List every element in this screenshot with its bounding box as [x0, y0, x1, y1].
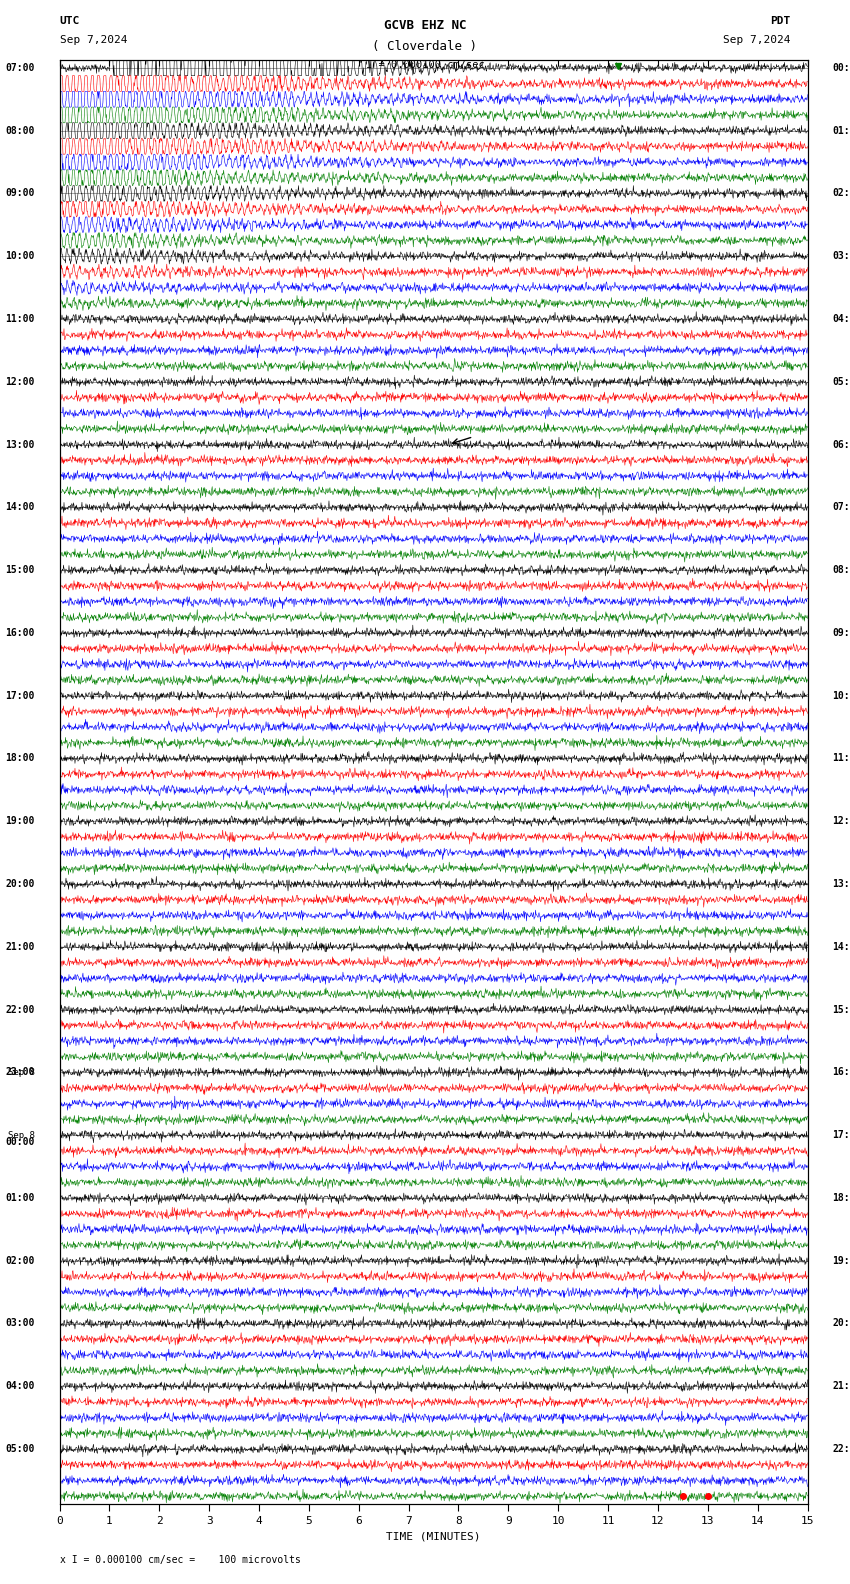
- Text: I = 0.000100 cm/sec: I = 0.000100 cm/sec: [366, 60, 484, 70]
- Text: 08:15: 08:15: [832, 565, 850, 575]
- Text: x I = 0.000100 cm/sec =    100 microvolts: x I = 0.000100 cm/sec = 100 microvolts: [60, 1555, 300, 1565]
- Text: 02:00: 02:00: [5, 1256, 35, 1266]
- Text: 05:00: 05:00: [5, 1445, 35, 1454]
- Text: 19:00: 19:00: [5, 816, 35, 827]
- Text: 05:15: 05:15: [832, 377, 850, 386]
- Text: 07:15: 07:15: [832, 502, 850, 512]
- Text: 22:00: 22:00: [5, 1004, 35, 1015]
- Text: 09:15: 09:15: [832, 627, 850, 638]
- Text: 23:00: 23:00: [5, 1068, 35, 1077]
- Text: 00:00: 00:00: [5, 1137, 35, 1147]
- Text: 12:15: 12:15: [832, 816, 850, 827]
- Text: 13:00: 13:00: [5, 439, 35, 450]
- Text: 18:00: 18:00: [5, 754, 35, 763]
- Text: 12:00: 12:00: [5, 377, 35, 386]
- Text: 08:00: 08:00: [5, 125, 35, 136]
- Text: 06:15: 06:15: [832, 439, 850, 450]
- Text: Sep 7,2024: Sep 7,2024: [60, 35, 127, 44]
- Text: 21:15: 21:15: [832, 1381, 850, 1391]
- Text: 01:15: 01:15: [832, 125, 850, 136]
- Text: 01:00: 01:00: [5, 1193, 35, 1202]
- Text: 09:00: 09:00: [5, 188, 35, 198]
- Text: 21:00: 21:00: [5, 942, 35, 952]
- Text: 11:15: 11:15: [832, 754, 850, 763]
- Text: 15:00: 15:00: [5, 565, 35, 575]
- Text: 15:15: 15:15: [832, 1004, 850, 1015]
- Text: 13:15: 13:15: [832, 879, 850, 889]
- Text: Sep 7,2024: Sep 7,2024: [723, 35, 791, 44]
- Text: 00:15: 00:15: [832, 63, 850, 73]
- Text: 14:15: 14:15: [832, 942, 850, 952]
- Text: 03:15: 03:15: [832, 252, 850, 261]
- Text: 18:15: 18:15: [832, 1193, 850, 1202]
- Text: 16:15: 16:15: [832, 1068, 850, 1077]
- Text: 14:00: 14:00: [5, 502, 35, 512]
- Text: 17:00: 17:00: [5, 691, 35, 700]
- Text: 20:00: 20:00: [5, 879, 35, 889]
- Text: 22:15: 22:15: [832, 1445, 850, 1454]
- Text: 10:00: 10:00: [5, 252, 35, 261]
- Text: 17:15: 17:15: [832, 1129, 850, 1140]
- Text: 02:15: 02:15: [832, 188, 850, 198]
- Text: 11:00: 11:00: [5, 314, 35, 325]
- X-axis label: TIME (MINUTES): TIME (MINUTES): [386, 1532, 481, 1541]
- Text: ( Cloverdale ): ( Cloverdale ): [372, 40, 478, 52]
- Text: GCVB EHZ NC: GCVB EHZ NC: [383, 19, 467, 32]
- Text: 03:00: 03:00: [5, 1318, 35, 1329]
- Text: 07:00: 07:00: [5, 63, 35, 73]
- Text: UTC: UTC: [60, 16, 80, 25]
- Text: Sep 8: Sep 8: [8, 1068, 35, 1077]
- Text: 16:00: 16:00: [5, 627, 35, 638]
- Text: Sep 8: Sep 8: [8, 1131, 35, 1139]
- Text: 20:15: 20:15: [832, 1318, 850, 1329]
- Text: 10:15: 10:15: [832, 691, 850, 700]
- Text: 19:15: 19:15: [832, 1256, 850, 1266]
- Text: 04:15: 04:15: [832, 314, 850, 325]
- Text: PDT: PDT: [770, 16, 790, 25]
- Text: 04:00: 04:00: [5, 1381, 35, 1391]
